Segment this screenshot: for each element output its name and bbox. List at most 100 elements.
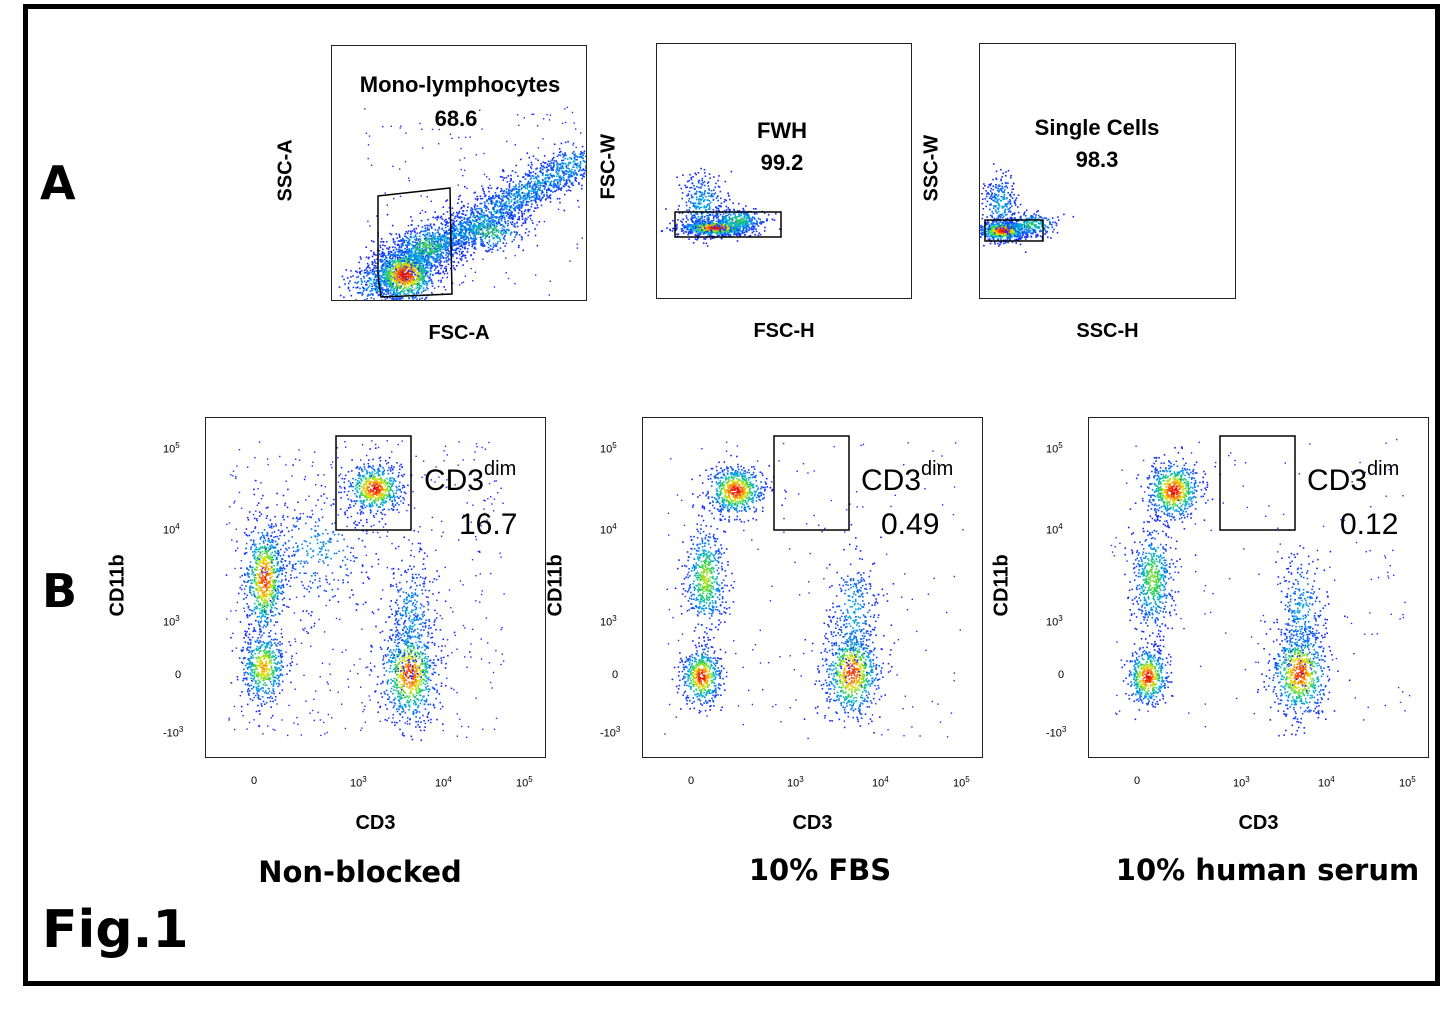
plot-b3-dots <box>1110 435 1411 737</box>
plot-b1-ytick-2: 103 <box>163 614 180 629</box>
plot-b3-ytick-3: 104 <box>1046 522 1063 537</box>
gate-name-a2: FWH <box>756 118 808 143</box>
dot-cloud-a1-core <box>356 230 457 300</box>
plot-b2-xtick-0: 0 <box>688 775 695 787</box>
gate-name-b3-text: CD3 <box>1307 464 1368 497</box>
dot-cloud-b3-cd3-tail <box>1264 545 1346 714</box>
gate-name-b3: CD3dim <box>1307 458 1399 498</box>
gate-value-a2: 99.2 <box>760 150 804 175</box>
plot-b3-ytick-4: 105 <box>1046 441 1063 456</box>
condition-b2: 10% FBS <box>748 853 892 887</box>
ylabel-a3: SSC-W <box>920 134 943 202</box>
gate-name-b2-text: CD3 <box>861 464 922 497</box>
plot-a2-dots <box>660 167 782 247</box>
gate-rect-a2 <box>674 211 782 238</box>
dot-cloud-a2-right <box>693 202 777 237</box>
plot-b3-xtick-0: 0 <box>1134 775 1141 787</box>
ylabel-a2: FSC-W <box>597 133 620 200</box>
ylabel-b1: CD11b <box>106 554 129 617</box>
plot-b1: CD3dim 16.7 <box>205 417 546 758</box>
gate-name-b2: CD3dim <box>861 458 953 498</box>
ylabel-a1: SSC-A <box>274 139 297 202</box>
plot-b3-ytick-1: 0 <box>1058 669 1065 681</box>
gate-name-b3-sup: dim <box>1367 458 1400 480</box>
gate-name-b2-sup: dim <box>921 458 954 480</box>
plot-b3-xtick-3: 105 <box>1399 775 1416 790</box>
plot-b2-xtick-2: 104 <box>872 775 889 790</box>
plot-b2-ytick-1: 0 <box>612 669 619 681</box>
dot-cloud-a2-tail <box>665 167 747 247</box>
gate-name-a1: Mono-lymphocytes <box>359 72 561 97</box>
gate-name-b1-text: CD3 <box>424 464 485 497</box>
dot-sparse-b3 <box>1110 438 1411 728</box>
gate-name-b1: CD3dim <box>424 458 516 498</box>
dot-cloud-b2-cd3-tail <box>823 523 895 723</box>
dot-sparse-b2 <box>664 441 964 740</box>
plot-b2-xtick-3: 105 <box>953 775 970 790</box>
dot-cloud-b1-cd3-tail <box>380 529 443 691</box>
plot-b2-ytick-4: 105 <box>600 441 617 456</box>
plot-b2-ytick-0: -103 <box>600 725 621 740</box>
dot-cloud-b1-dim <box>338 447 410 526</box>
figure-frame <box>23 4 1440 986</box>
plot-b3-ytick-2: 103 <box>1046 614 1063 629</box>
plot-b1-xtick-1: 103 <box>350 775 367 790</box>
plot-b1-xtick-3: 105 <box>516 775 533 790</box>
gate-rect-b1 <box>335 435 412 531</box>
plot-b3-xtick-2: 104 <box>1318 775 1335 790</box>
plot-a3-dots <box>980 163 1075 253</box>
dot-cloud-b2-cd3 <box>803 605 896 734</box>
gate-value-b3: 0.12 <box>1340 508 1399 541</box>
panel-label-a: A <box>40 156 76 210</box>
dot-cloud-b3-top <box>1134 446 1217 538</box>
dot-cloud-b1-bridge <box>225 464 425 634</box>
dot-cloud-b3-low <box>1121 634 1174 721</box>
plot-a1-dots <box>338 106 586 300</box>
plot-a1: Mono-lymphocytes 68.6 <box>331 45 587 301</box>
gate-name-b1-sup: dim <box>484 458 517 480</box>
figure-label: Fig.1 <box>42 900 189 960</box>
ylabel-b3: CD11b <box>990 554 1013 617</box>
plot-b1-dots <box>225 435 505 742</box>
dot-cloud-b3-cd3 <box>1256 597 1351 737</box>
xlabel-a1: FSC-A <box>428 322 490 344</box>
dot-cloud-b3-mid <box>1124 499 1197 652</box>
xlabel-b1: CD3 <box>355 812 396 834</box>
xlabel-a2: FSC-H <box>753 320 815 342</box>
xlabel-a3: SSC-H <box>1076 320 1139 342</box>
plot-b1-ytick-4: 105 <box>163 441 180 456</box>
plot-a3: Single Cells 98.3 <box>979 43 1236 299</box>
dot-cloud-b1-cd11b-mid <box>230 493 299 680</box>
gate-value-b1: 16.7 <box>459 508 518 541</box>
dot-sparse-a1 <box>364 106 583 296</box>
plot-b3-ytick-0: -103 <box>1046 725 1067 740</box>
ylabel-b2: CD11b <box>544 554 567 617</box>
plot-a2: FWH 99.2 <box>656 43 912 299</box>
gate-value-a3: 98.3 <box>1075 147 1119 172</box>
dot-cloud-b2-mid <box>674 505 735 691</box>
gate-value-a1: 68.6 <box>434 106 478 131</box>
plot-b1-ytick-0: -103 <box>163 725 184 740</box>
dot-cloud-a1-10 <box>478 166 568 215</box>
dot-cloud-a1-mid <box>438 201 539 257</box>
gate-rect-b3 <box>1219 435 1296 531</box>
plot-b3-xtick-1: 103 <box>1233 775 1250 790</box>
gate-value-b2: 0.49 <box>881 508 940 541</box>
xlabel-b2: CD3 <box>792 812 833 834</box>
plot-b3: CD3dim 0.12 <box>1088 417 1429 758</box>
gate-rect-a3 <box>984 219 1044 242</box>
dot-cloud-b2-low <box>671 640 728 714</box>
plot-b2-xtick-1: 103 <box>787 775 804 790</box>
plot-b1-xtick-2: 104 <box>435 775 452 790</box>
plot-b2-ytick-2: 103 <box>600 614 617 629</box>
gate-rect-b2 <box>773 435 850 531</box>
dot-cloud-a3-tail <box>981 163 1022 247</box>
gate-name-a3: Single Cells <box>1034 115 1160 140</box>
condition-b3: 10% human serum <box>1115 853 1420 887</box>
dot-cloud-b1-low <box>230 609 293 728</box>
dot-cloud-b1-cd3 <box>369 600 471 742</box>
condition-b1: Non-blocked <box>258 855 462 889</box>
dot-cloud-b2-top <box>691 454 787 523</box>
panel-label-b: B <box>42 564 78 618</box>
gate-polygon-a1 <box>377 187 453 298</box>
